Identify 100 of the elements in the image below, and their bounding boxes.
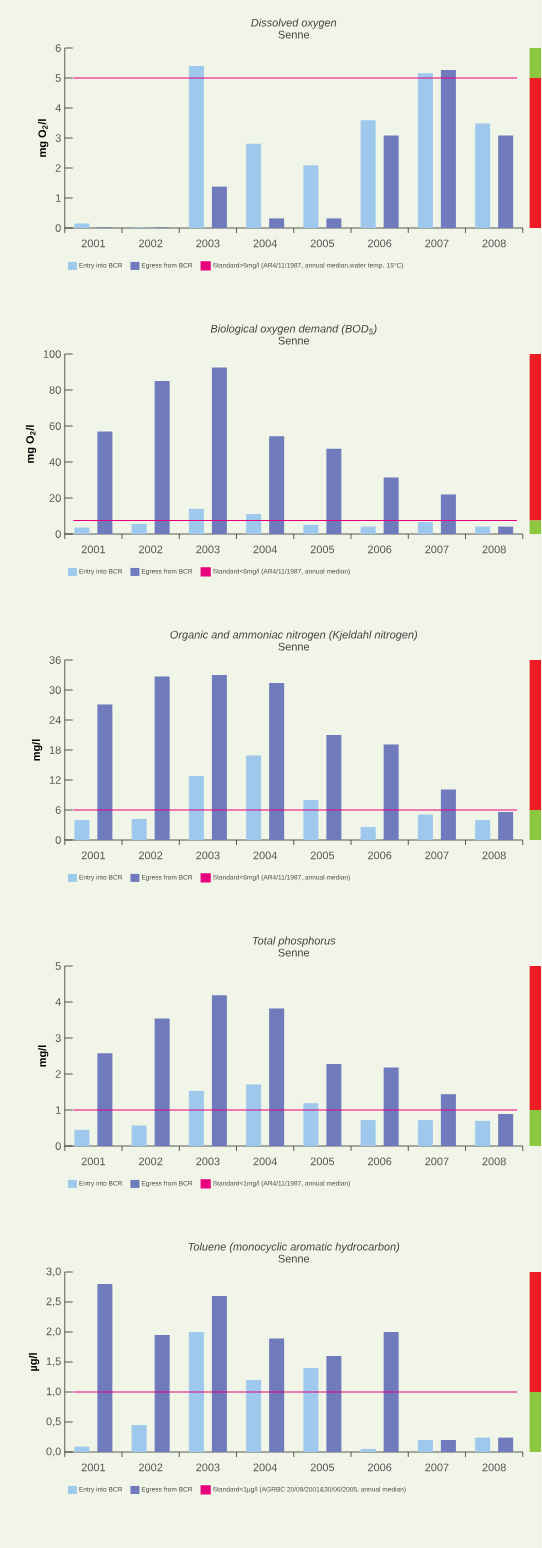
bar — [212, 367, 227, 535]
bar — [131, 819, 147, 841]
bar — [498, 1437, 514, 1453]
x-tick-label: 2005 — [310, 545, 335, 554]
y-tick-label: 2 — [55, 1070, 61, 1078]
bar — [418, 814, 433, 841]
y-tick-label: 6 — [55, 806, 61, 814]
x-tick-label: 2001 — [81, 1463, 106, 1472]
bar — [383, 477, 399, 535]
y-axis-title: mg O$_{2}$/l — [25, 425, 37, 463]
chart-subtitle: Senne — [278, 1254, 310, 1263]
y-tick-label: 3,0 — [46, 1267, 61, 1277]
y-tick-label: 12 — [50, 776, 61, 784]
bar — [418, 73, 433, 228]
x-tick-label: 2005 — [310, 1463, 335, 1472]
x-tick-label: 2006 — [368, 1463, 392, 1472]
y-tick-label: 5 — [55, 962, 61, 970]
bar — [326, 448, 342, 535]
x-tick-label: 2003 — [196, 239, 220, 248]
x-tick-label: 2002 — [139, 851, 163, 860]
x-tick-label: 2004 — [253, 1157, 278, 1166]
bar — [154, 1335, 170, 1453]
x-tick-label: 2004 — [253, 1463, 278, 1472]
x-tick-label: 2006 — [368, 545, 392, 554]
y-tick-label: 1,0 — [46, 1387, 61, 1397]
bar — [212, 995, 227, 1147]
x-tick-label: 2008 — [482, 239, 506, 248]
x-tick-label: 2007 — [425, 1463, 449, 1472]
bar — [74, 1446, 90, 1453]
bar — [246, 1084, 262, 1147]
chart-title: Dissolved oxygen — [251, 18, 337, 29]
bar — [383, 1332, 399, 1453]
x-tick-label: 2004 — [253, 851, 278, 860]
chart-subtitle: Senne — [278, 642, 310, 651]
x-tick-label: 2004 — [253, 239, 278, 248]
x-tick-label: 2008 — [482, 851, 506, 860]
chart-title: Organic and ammoniac nitrogen (Kjeldahl nitrogen) — [170, 630, 418, 641]
y-tick-label: 20 — [49, 494, 61, 502]
y-tick-label: 2,0 — [46, 1327, 61, 1337]
bar — [131, 523, 147, 535]
y-tick-label: 1,5 — [46, 1357, 61, 1367]
bar — [189, 66, 204, 228]
bar — [498, 135, 514, 228]
y-tick-label: 0 — [55, 224, 61, 232]
bar — [212, 675, 227, 841]
x-tick-label: 2006 — [368, 851, 392, 860]
bar — [498, 812, 514, 841]
y-tick-label: 6 — [55, 44, 61, 52]
bar — [360, 827, 376, 841]
y-tick-label: 2,5 — [46, 1297, 61, 1307]
bar — [475, 526, 491, 535]
bar — [498, 526, 514, 535]
bar — [303, 524, 319, 535]
y-tick-label: 100 — [43, 350, 61, 358]
bar — [418, 1120, 433, 1147]
x-tick-label: 2001 — [81, 851, 106, 860]
x-tick-label: 2006 — [368, 239, 392, 248]
bar — [246, 143, 262, 228]
y-tick-label: 60 — [49, 422, 61, 430]
x-tick-label: 2002 — [139, 1463, 163, 1472]
bar — [74, 223, 90, 228]
bar — [441, 69, 456, 228]
bar — [360, 526, 376, 535]
y-tick-label: 1 — [56, 1106, 61, 1114]
y-tick-label: 4 — [55, 998, 62, 1006]
x-tick-label: 2003 — [196, 545, 220, 554]
bar — [154, 676, 170, 841]
y-tick-label: 4 — [55, 104, 62, 112]
bar — [97, 1284, 113, 1453]
bar — [303, 1368, 319, 1453]
bar — [326, 218, 342, 228]
y-tick-label: 40 — [49, 458, 61, 466]
chart-title: Biological oxygen demand (BOD$_{5}$) — [210, 324, 377, 335]
y-tick-label: 1 — [56, 194, 61, 202]
chart-subtitle: Senne — [278, 948, 310, 957]
bar — [475, 820, 491, 841]
chart-title: Toluene (monocyclic aromatic hydrocarbon) — [188, 1242, 400, 1253]
bar — [74, 1129, 90, 1147]
bar — [189, 776, 204, 841]
x-tick-label: 2007 — [425, 851, 449, 860]
bar — [383, 1067, 399, 1147]
y-tick-label: 36 — [49, 656, 61, 664]
bar — [189, 1332, 204, 1453]
x-tick-label: 2007 — [425, 1157, 449, 1166]
x-tick-label: 2002 — [139, 239, 163, 248]
x-tick-label: 2001 — [81, 1157, 106, 1166]
y-tick-label: 0,0 — [46, 1447, 61, 1457]
y-axis-title: mg/l — [38, 1045, 49, 1067]
x-tick-label: 2007 — [425, 239, 449, 248]
bar — [269, 1338, 285, 1453]
bar — [154, 1018, 170, 1147]
bar — [246, 514, 262, 535]
bar — [498, 1113, 514, 1147]
y-tick-label: 2 — [55, 164, 61, 172]
y-axis-title: mg/l — [32, 739, 43, 761]
bar — [189, 508, 204, 535]
x-tick-label: 2003 — [196, 1157, 220, 1166]
bar — [360, 120, 376, 228]
x-tick-label: 2008 — [482, 1463, 506, 1472]
bar — [131, 1125, 147, 1147]
